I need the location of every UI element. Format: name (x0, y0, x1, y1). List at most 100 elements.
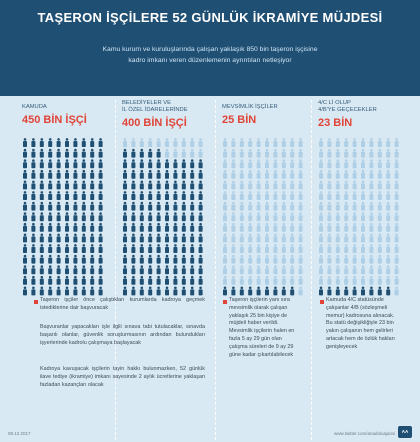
person-figure (31, 201, 36, 211)
person-figure (369, 180, 374, 190)
person-figure (165, 233, 169, 243)
person-figure (248, 254, 253, 264)
person-figure (131, 148, 136, 158)
person-figure (281, 180, 286, 190)
person-figure (165, 191, 169, 200)
person-figure (265, 212, 269, 222)
person-figure (369, 244, 374, 253)
column-value: 25 BİN (222, 114, 257, 126)
person-figure (98, 244, 103, 253)
person-figure (344, 148, 349, 158)
person-figure (73, 212, 78, 222)
person-figure (273, 148, 278, 158)
person-figure (165, 138, 169, 147)
person-figure (231, 222, 236, 232)
person-figure (223, 148, 227, 158)
person-figure (239, 222, 244, 232)
person-figure (23, 201, 27, 211)
person-figure (231, 275, 236, 285)
person-figure (156, 159, 161, 169)
person-figure (352, 138, 357, 147)
person-figure (273, 180, 278, 190)
person-figure (256, 191, 261, 200)
person-figure (181, 148, 186, 158)
person-figure (65, 180, 69, 190)
person-figure (173, 201, 178, 211)
person-figure (273, 222, 278, 232)
person-figure (148, 191, 153, 200)
person-figure (65, 191, 69, 200)
person-figure (290, 265, 295, 275)
person-figure (173, 191, 178, 200)
person-figure (31, 159, 36, 169)
header-band (0, 0, 420, 96)
person-figure (139, 191, 144, 200)
person-figure (290, 233, 295, 243)
person-figure (123, 201, 127, 211)
person-figure (290, 191, 295, 200)
person-figure (23, 148, 27, 158)
person-figure (377, 275, 382, 285)
person-figure (165, 159, 169, 169)
person-figure (344, 191, 349, 200)
person-figure (90, 222, 95, 232)
person-figure (265, 191, 269, 200)
person-figure (394, 244, 399, 253)
person-figure (81, 222, 86, 232)
person-figure (131, 159, 136, 169)
person-figure (377, 201, 382, 211)
person-figure (265, 148, 269, 158)
person-figure (156, 191, 161, 200)
person-figure (139, 244, 144, 253)
person-figure (281, 222, 286, 232)
person-figure (256, 265, 261, 275)
person-figure (231, 138, 236, 147)
person-figure (48, 244, 53, 253)
person-figure (98, 201, 103, 211)
person-figure (81, 138, 86, 147)
person-figure (298, 254, 303, 264)
person-figure (139, 169, 144, 179)
person-figure (190, 265, 195, 275)
person-figure (319, 244, 323, 253)
person-figure (248, 138, 253, 147)
person-figure (273, 212, 278, 222)
column-value: 23 BİN (318, 117, 353, 129)
person-figure (81, 275, 86, 285)
person-figure (148, 169, 153, 179)
column-divider (115, 100, 116, 440)
person-figure (156, 148, 161, 158)
column-label: 4/C Lİ OLUP (318, 100, 351, 106)
person-figure (327, 159, 332, 169)
person-figure (352, 159, 357, 169)
person-figure (386, 233, 391, 243)
person-figure (23, 159, 27, 169)
person-figure (352, 169, 357, 179)
footer-url[interactable]: www.twitter.com/anadoluajansi (334, 431, 396, 436)
person-figure (386, 159, 391, 169)
person-figure (256, 148, 261, 158)
person-figure (344, 138, 349, 147)
person-figure (352, 148, 357, 158)
person-figure (335, 286, 340, 296)
person-figure (239, 212, 244, 222)
person-figure (327, 191, 332, 200)
person-figure (181, 180, 186, 190)
person-figure (377, 222, 382, 232)
person-figure (81, 148, 86, 158)
person-figure (298, 159, 303, 169)
person-figure (369, 275, 374, 285)
person-figure (148, 265, 153, 275)
person-figure (131, 254, 136, 264)
person-figure (65, 222, 69, 232)
person-figure (361, 180, 365, 190)
person-figure (123, 254, 127, 264)
person-figure (56, 275, 61, 285)
person-figure (273, 169, 278, 179)
person-figure (394, 286, 399, 296)
person-figure (231, 201, 236, 211)
person-figure (123, 222, 127, 232)
note-left-2: Başvuranlar yapacakları işle ilgili sına… (40, 324, 205, 346)
person-figure (290, 286, 295, 296)
person-figure (386, 191, 391, 200)
